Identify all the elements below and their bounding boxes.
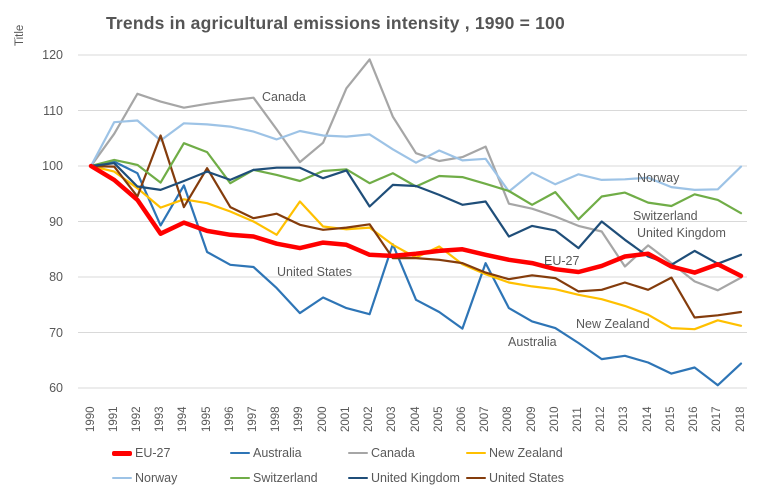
series-annotation-australia: Australia [508,335,557,349]
y-tick-label-90: 90 [49,214,63,229]
x-tick-label-2007: 2007 [479,406,492,432]
x-tick-label-2008: 2008 [502,406,515,432]
x-tick-label-2014: 2014 [641,406,654,432]
x-tick-label-1992: 1992 [130,406,143,432]
y-tick-label-100: 100 [42,159,63,173]
x-tick-label-2004: 2004 [409,406,422,432]
x-tick-label-2010: 2010 [548,406,561,432]
legend-swatch-new-zealand [466,451,486,455]
series-line-united-kingdom [89,162,743,266]
legend-item-canada: Canada [348,446,415,460]
x-tick-label-1995: 1995 [200,406,213,432]
legend-item-australia: Australia [230,446,302,460]
x-tick-label-1997: 1997 [247,406,259,432]
x-tick-label-2005: 2005 [432,406,445,432]
x-tick-label-2006: 2006 [455,406,468,432]
legend-item-eu-27: EU-27 [112,446,170,460]
series-line-eu-27 [88,163,744,279]
legend-label: Canada [371,446,415,460]
series-annotation-eu-27: EU-27 [544,254,580,268]
x-tick-label-2017: 2017 [711,406,724,432]
legend-item-united-states: United States [466,471,564,485]
legend-swatch-norway [112,476,132,480]
series-annotation-norway: Norway [637,171,680,185]
y-tick-label-120: 120 [42,48,63,62]
legend-swatch-switzerland [230,476,250,480]
x-tick-label-1991: 1991 [107,406,120,432]
legend-label: Australia [253,446,302,460]
series-line-australia [89,160,743,387]
legend-item-switzerland: Switzerland [230,471,318,485]
y-tick-label-80: 80 [49,270,63,284]
legend-swatch-eu-27 [112,450,132,456]
legend-item-united-kingdom: United Kingdom [348,471,460,485]
x-tick-label-2011: 2011 [572,407,584,432]
x-tick-label-1990: 1990 [84,406,97,432]
legend-label: United Kingdom [371,471,460,485]
x-tick-label-2015: 2015 [664,406,677,432]
x-tick-label-2000: 2000 [316,406,329,432]
y-axis-title: Title [14,24,26,46]
x-tick-label-2002: 2002 [363,406,376,432]
legend-swatch-united-states [466,476,486,480]
legend-swatch-australia [230,451,250,455]
x-tick-label-2013: 2013 [618,406,631,432]
series-line-new-zealand [89,164,743,331]
x-tick-label-1993: 1993 [154,406,167,432]
y-tick-label-110: 110 [43,103,63,118]
x-tick-label-2001: 2001 [339,406,352,432]
series-annotation-new-zealand: New Zealand [576,317,650,331]
series-line-norway [89,119,743,193]
x-tick-label-1996: 1996 [223,406,236,432]
legend-swatch-canada [348,451,368,455]
x-tick-label-1999: 1999 [293,406,306,432]
legend-label: United States [489,471,565,485]
y-tick-label-60: 60 [49,381,63,395]
series-annotation-canada: Canada [262,90,306,104]
x-tick-label-1998: 1998 [270,406,283,432]
series-annotation-united-kingdom: United Kingdom [637,226,726,240]
legend-swatch-united-kingdom [348,476,368,480]
series-line-united-states [89,134,743,319]
x-tick-label-2016: 2016 [688,406,701,432]
legend-label: New Zealand [489,446,563,460]
series-line-canada [89,58,743,292]
x-tick-label-2009: 2009 [525,406,538,432]
legend-label: EU-27 [135,446,171,460]
x-tick-label-2012: 2012 [595,406,608,432]
chart-title: Trends in agricultural emissions intensi… [106,13,565,33]
legend-label: Norway [135,471,178,485]
legend-item-norway: Norway [112,471,177,485]
legend-label: Switzerland [253,471,318,485]
y-tick-label-70: 70 [49,325,63,340]
series-annotation-switzerland: Switzerland [633,209,698,223]
legend-item-new-zealand: New Zealand [466,446,563,460]
x-tick-label-2003: 2003 [386,406,399,432]
x-tick-label-2018: 2018 [734,406,747,432]
series-annotation-united-states: United States [277,265,353,279]
x-tick-label-1994: 1994 [177,406,190,432]
